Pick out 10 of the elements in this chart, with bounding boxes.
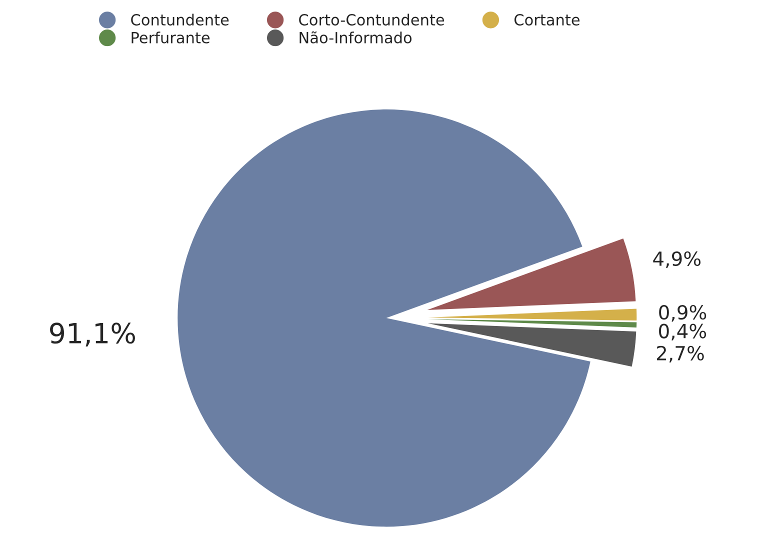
data-label: 0,9% [659,304,706,322]
data-label: 2,7% [656,346,704,363]
data-label: 0,4% [659,324,706,340]
legend-label: Perfurante [132,32,210,44]
legend-label: Contundente [131,14,229,26]
legend-label: Cortante [514,14,580,26]
data-label: 4,9% [653,251,701,268]
legend-label: Corto-Contundente [299,14,444,26]
legend-label: Não-Informado [300,31,412,44]
data-label: 91,1% [50,322,135,347]
